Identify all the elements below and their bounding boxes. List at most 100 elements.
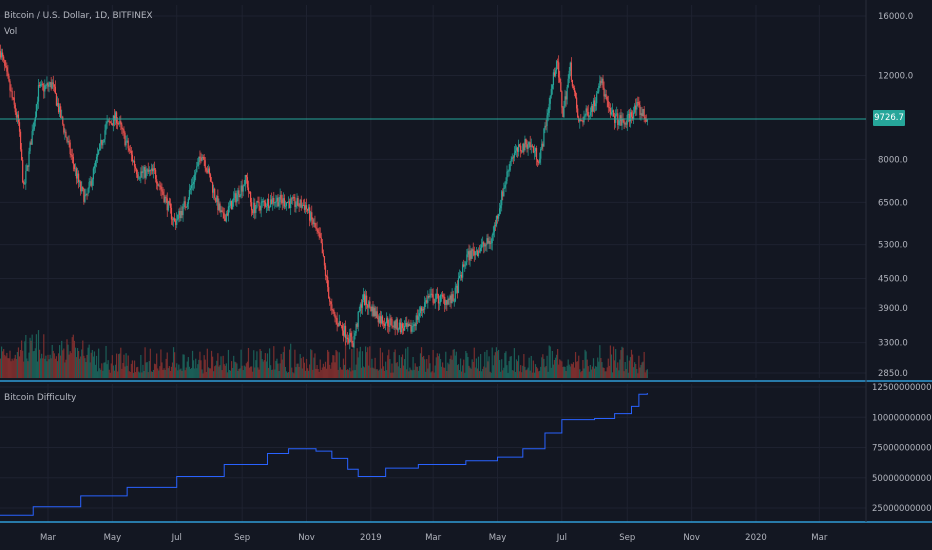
volume-bar: [69, 351, 71, 378]
volume-bar: [390, 372, 392, 378]
last-price-badge: 9726.7: [873, 110, 905, 126]
volume-bar: [171, 362, 174, 378]
difficulty-legend[interactable]: Bitcoin Difficulty: [4, 393, 77, 403]
volume-bar: [603, 367, 605, 378]
candle-body: [264, 202, 266, 207]
volume-bar: [368, 365, 370, 378]
volume-bar: [24, 341, 26, 378]
candle-body: [629, 112, 632, 122]
volume-bar: [379, 347, 381, 378]
candle-body: [309, 207, 311, 221]
candle-body: [111, 123, 113, 126]
candle-body: [40, 84, 42, 87]
candle-body: [226, 213, 228, 216]
volume-bar: [83, 355, 85, 378]
candle-body: [370, 306, 372, 312]
candle-body: [66, 137, 68, 142]
volume-bar: [383, 370, 386, 378]
volume-bar: [349, 367, 351, 378]
volume-bar: [519, 371, 521, 378]
candle-body: [5, 65, 7, 68]
volume-bar: [428, 355, 430, 378]
candle-body: [603, 87, 605, 97]
candle-body: [554, 70, 557, 76]
candle-body: [132, 160, 135, 162]
volume-bar: [264, 353, 266, 378]
volume-bar: [540, 366, 542, 378]
candle-body: [500, 205, 502, 209]
candle-body: [601, 78, 603, 84]
candle-body: [545, 125, 547, 127]
volume-bar: [563, 366, 565, 378]
volume-bar: [325, 368, 328, 378]
volume-bar: [343, 364, 346, 378]
volume-bar: [416, 366, 418, 378]
price-tick-label-6: 4500.0: [878, 274, 908, 284]
volume-bar: [22, 350, 24, 378]
volume-bar: [282, 352, 284, 378]
candle-body: [492, 232, 494, 236]
candle-body: [14, 104, 16, 113]
candle-body: [209, 174, 212, 182]
volume-bar: [263, 360, 265, 378]
candle-body: [18, 122, 21, 132]
volume-bar: [488, 356, 490, 378]
symbol-title[interactable]: Bitcoin / U.S. Dollar, 1D, BITFINEX: [4, 11, 153, 21]
candle-body: [396, 319, 398, 331]
volume-bar: [155, 364, 157, 378]
volume-bar: [129, 371, 131, 378]
volume-bar: [218, 366, 220, 378]
x-tick-label-10: Nov: [683, 533, 700, 543]
x-tick-label-5: 2019: [360, 533, 382, 543]
volume-bar: [331, 362, 333, 378]
candle-body: [570, 62, 572, 80]
candle-body: [419, 307, 422, 314]
candle-body: [56, 103, 59, 106]
volume-bar: [204, 359, 206, 378]
volume-bar: [453, 349, 455, 378]
volume-bar: [26, 358, 28, 378]
candle-body: [483, 242, 485, 247]
candle-body: [322, 253, 324, 257]
volume-bar: [338, 352, 340, 378]
candle-body: [109, 121, 111, 123]
volume-bar: [172, 347, 175, 378]
candle-body: [333, 310, 335, 314]
candle-body: [268, 207, 271, 208]
volume-bar: [347, 369, 349, 378]
volume-legend[interactable]: Vol: [4, 27, 18, 37]
candle-body: [397, 329, 399, 331]
candle-body: [124, 132, 126, 146]
volume-bar: [134, 372, 137, 378]
candle-body: [246, 177, 249, 188]
volume-bar: [81, 349, 83, 378]
candle-body: [532, 146, 534, 153]
candle-body: [31, 131, 33, 145]
volume-bar: [531, 372, 533, 378]
volume-bar: [136, 367, 138, 378]
volume-bar: [341, 369, 343, 378]
candle-body: [10, 90, 12, 92]
volume-bar: [350, 371, 352, 378]
candle-body: [368, 301, 370, 308]
volume-bar: [95, 355, 98, 378]
candle-body: [412, 325, 414, 327]
price-tick-label-3: 8000.0: [878, 155, 908, 165]
volume-bar: [395, 363, 397, 378]
candle-body: [540, 148, 542, 159]
candle-body: [358, 311, 360, 312]
volume-bar: [202, 373, 204, 378]
candle-body: [272, 197, 274, 204]
volume-bar: [622, 347, 624, 378]
volume-bar: [82, 340, 84, 378]
candle-body: [80, 181, 82, 192]
volume-bar: [401, 354, 404, 378]
candle-body: [146, 169, 148, 171]
volume-bar: [584, 349, 586, 378]
candle-body: [75, 168, 78, 179]
candle-body: [452, 294, 454, 302]
candle-body: [160, 186, 162, 190]
volume-bar: [101, 363, 103, 378]
candle-body: [529, 142, 531, 148]
